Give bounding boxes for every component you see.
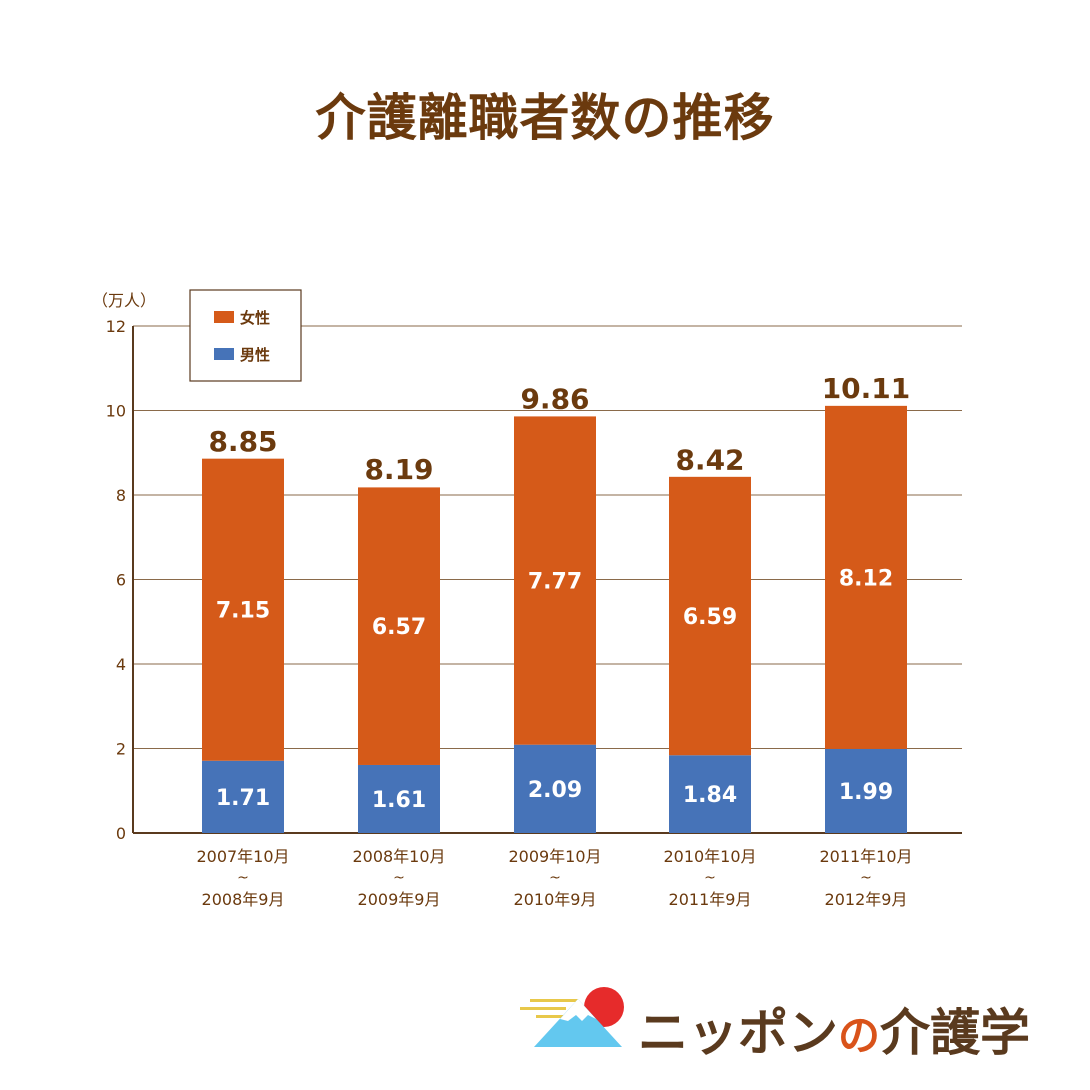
data-label-female: 7.77 bbox=[528, 570, 582, 595]
y-unit-label: （万人） bbox=[92, 291, 156, 310]
bar-female bbox=[202, 458, 284, 761]
x-tick-label-start: 2008年10月 bbox=[352, 847, 445, 866]
data-label-male: 1.71 bbox=[216, 786, 270, 811]
bar-female bbox=[669, 476, 751, 756]
y-tick-label: 2 bbox=[116, 740, 126, 759]
x-tick-label-end: 2011年9月 bbox=[669, 890, 752, 909]
y-tick-label: 6 bbox=[116, 571, 126, 590]
legend-label: 女性 bbox=[240, 309, 270, 327]
y-tick-label: 10 bbox=[106, 402, 126, 421]
y-tick-label: 8 bbox=[116, 486, 126, 505]
data-label-female: 8.12 bbox=[839, 566, 893, 591]
total-label: 8.85 bbox=[208, 425, 277, 458]
bar-male bbox=[669, 755, 751, 833]
data-label-male: 1.84 bbox=[683, 783, 737, 808]
bar-female bbox=[514, 416, 596, 745]
brand-name: ニッポンの介護学 bbox=[638, 993, 1030, 1065]
x-tick-label-separator: ~ bbox=[237, 870, 249, 886]
bar-male bbox=[202, 760, 284, 833]
x-tick-label-start: 2010年10月 bbox=[663, 847, 756, 866]
data-label-male: 1.99 bbox=[839, 780, 893, 805]
legend-label: 男性 bbox=[240, 346, 270, 364]
data-label-female: 7.15 bbox=[216, 599, 270, 624]
legend-box bbox=[189, 289, 302, 382]
x-tick-label-start: 2007年10月 bbox=[196, 847, 289, 866]
mount-fuji-logo-icon bbox=[520, 987, 624, 1047]
bar-female bbox=[358, 487, 440, 765]
total-label: 8.42 bbox=[675, 443, 744, 476]
brand-logo: ニッポンの介護学 bbox=[520, 985, 1080, 1065]
legend-swatch bbox=[214, 348, 234, 360]
total-label: 8.19 bbox=[364, 453, 433, 486]
bar-male bbox=[358, 764, 440, 833]
data-label-female: 6.57 bbox=[372, 615, 426, 640]
x-tick-label-end: 2009年9月 bbox=[358, 890, 441, 909]
data-label-female: 6.59 bbox=[683, 605, 737, 630]
legend-swatch bbox=[214, 311, 234, 323]
chart-title: 介護離職者数の推移 bbox=[315, 89, 775, 147]
data-label-male: 2.09 bbox=[528, 778, 582, 803]
x-tick-label-start: 2011年10月 bbox=[819, 847, 912, 866]
y-tick-label: 4 bbox=[116, 655, 126, 674]
bar-female bbox=[825, 405, 907, 749]
x-tick-label-separator: ~ bbox=[860, 870, 872, 886]
brand-part1: ニッポン bbox=[638, 1004, 838, 1062]
total-label: 9.86 bbox=[520, 382, 589, 415]
y-tick-label: 12 bbox=[106, 317, 126, 336]
brand-part3: 介護学 bbox=[880, 1004, 1031, 1062]
brand-part2: の bbox=[838, 1011, 881, 1060]
data-label-male: 1.61 bbox=[372, 788, 426, 813]
x-tick-label-end: 2010年9月 bbox=[514, 890, 597, 909]
x-tick-label-separator: ~ bbox=[549, 870, 561, 886]
x-tick-label-end: 2012年9月 bbox=[825, 890, 908, 909]
y-tick-label: 0 bbox=[116, 824, 126, 843]
x-tick-label-separator: ~ bbox=[704, 870, 716, 886]
bar-male bbox=[514, 744, 596, 833]
x-tick-label-separator: ~ bbox=[393, 870, 405, 886]
x-tick-label-end: 2008年9月 bbox=[202, 890, 285, 909]
x-tick-label-start: 2009年10月 bbox=[508, 847, 601, 866]
total-label: 10.11 bbox=[822, 372, 911, 405]
bar-male bbox=[825, 748, 907, 833]
